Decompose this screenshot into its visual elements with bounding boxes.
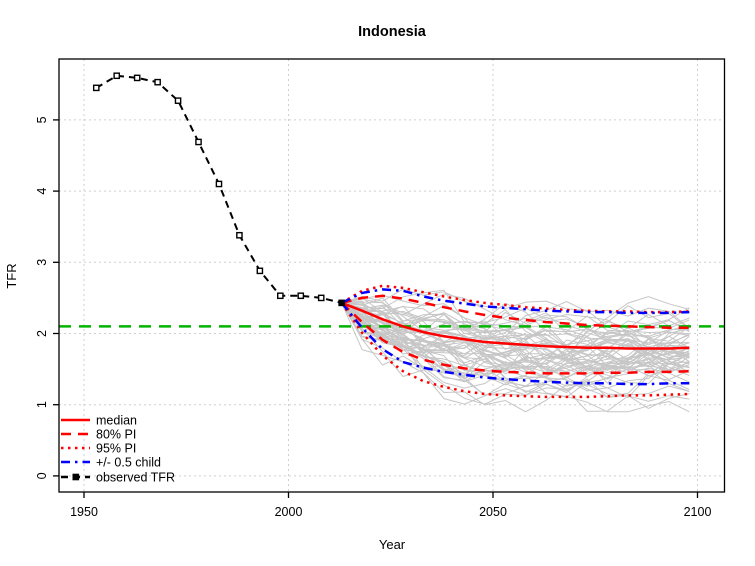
- trajectory-line: [341, 288, 690, 339]
- y-tick-label-4: 4: [35, 188, 49, 195]
- legend-label-median: median: [96, 413, 137, 427]
- trajectory-line: [341, 302, 690, 412]
- y-tick-label-3: 3: [35, 259, 49, 266]
- y-tick-label-0: 0: [35, 472, 49, 479]
- trajectory-line: [341, 302, 690, 344]
- pi80-lower-line: [340, 301, 690, 375]
- plot-border: [58, 58, 726, 493]
- trajectory-line: [341, 302, 690, 371]
- trajectory-line: [341, 293, 690, 333]
- observed-tfr-series: [92, 72, 345, 307]
- observed-point-1953: [92, 84, 100, 92]
- observed-point-2008: [317, 294, 325, 302]
- half-child-lower-line: [340, 302, 690, 386]
- x-tick-label-2000: 2000: [275, 505, 303, 519]
- y-axis-label: TFR: [4, 263, 19, 288]
- trajectory-line: [341, 302, 690, 340]
- x-axis-label: Year: [379, 537, 406, 552]
- observed-point-1968: [154, 78, 161, 86]
- observed-point-1963: [133, 74, 141, 82]
- y-tick-label-2: 2: [35, 330, 49, 337]
- observed-point-1978: [195, 138, 202, 146]
- observed-point-1983: [215, 180, 223, 188]
- simulated-trajectories: [341, 288, 690, 413]
- trajectory-line: [341, 302, 690, 375]
- observed-point-2003: [297, 292, 305, 300]
- axes-ticks: 1950 2000 2050 2100 0 1 2 3 4 5: [35, 116, 711, 519]
- legend-label-observed: observed TFR: [96, 470, 175, 484]
- pi80-upper-line: [341, 294, 690, 330]
- x-tick-label-2050: 2050: [479, 505, 507, 519]
- trajectory-line: [341, 302, 690, 383]
- trajectory-line: [341, 302, 690, 389]
- observed-point-1998: [277, 292, 284, 300]
- observed-point-1973: [174, 97, 182, 104]
- observed-point-1993: [256, 267, 264, 275]
- chart-title: Indonesia: [358, 24, 427, 40]
- trajectory-line: [341, 298, 690, 370]
- legend-label-half-child: +/- 0.5 child: [96, 455, 161, 469]
- x-tick-label-2100: 2100: [684, 505, 712, 519]
- observed-point-2013: [338, 299, 345, 307]
- trajectory-line: [341, 297, 690, 359]
- y-tick-label-5: 5: [35, 116, 49, 123]
- observed-point-1988: [236, 231, 243, 239]
- pi95-upper-line: [341, 284, 690, 314]
- y-tick-label-1: 1: [35, 401, 49, 408]
- legend-label-pi80: 80% PI: [96, 427, 136, 441]
- plot-frame: [58, 58, 726, 493]
- observed-point-1958: [113, 72, 121, 80]
- trajectory-line: [341, 302, 690, 390]
- x-tick-label-1950: 1950: [70, 505, 98, 519]
- trajectory-line: [341, 302, 690, 413]
- projection-series: [340, 284, 690, 399]
- legend-label-pi95: 95% PI: [96, 441, 136, 455]
- half-child-upper-line: [341, 288, 690, 315]
- trajectory-line: [341, 302, 690, 394]
- legend-marker-observed: [72, 473, 80, 481]
- median-line: [341, 301, 690, 350]
